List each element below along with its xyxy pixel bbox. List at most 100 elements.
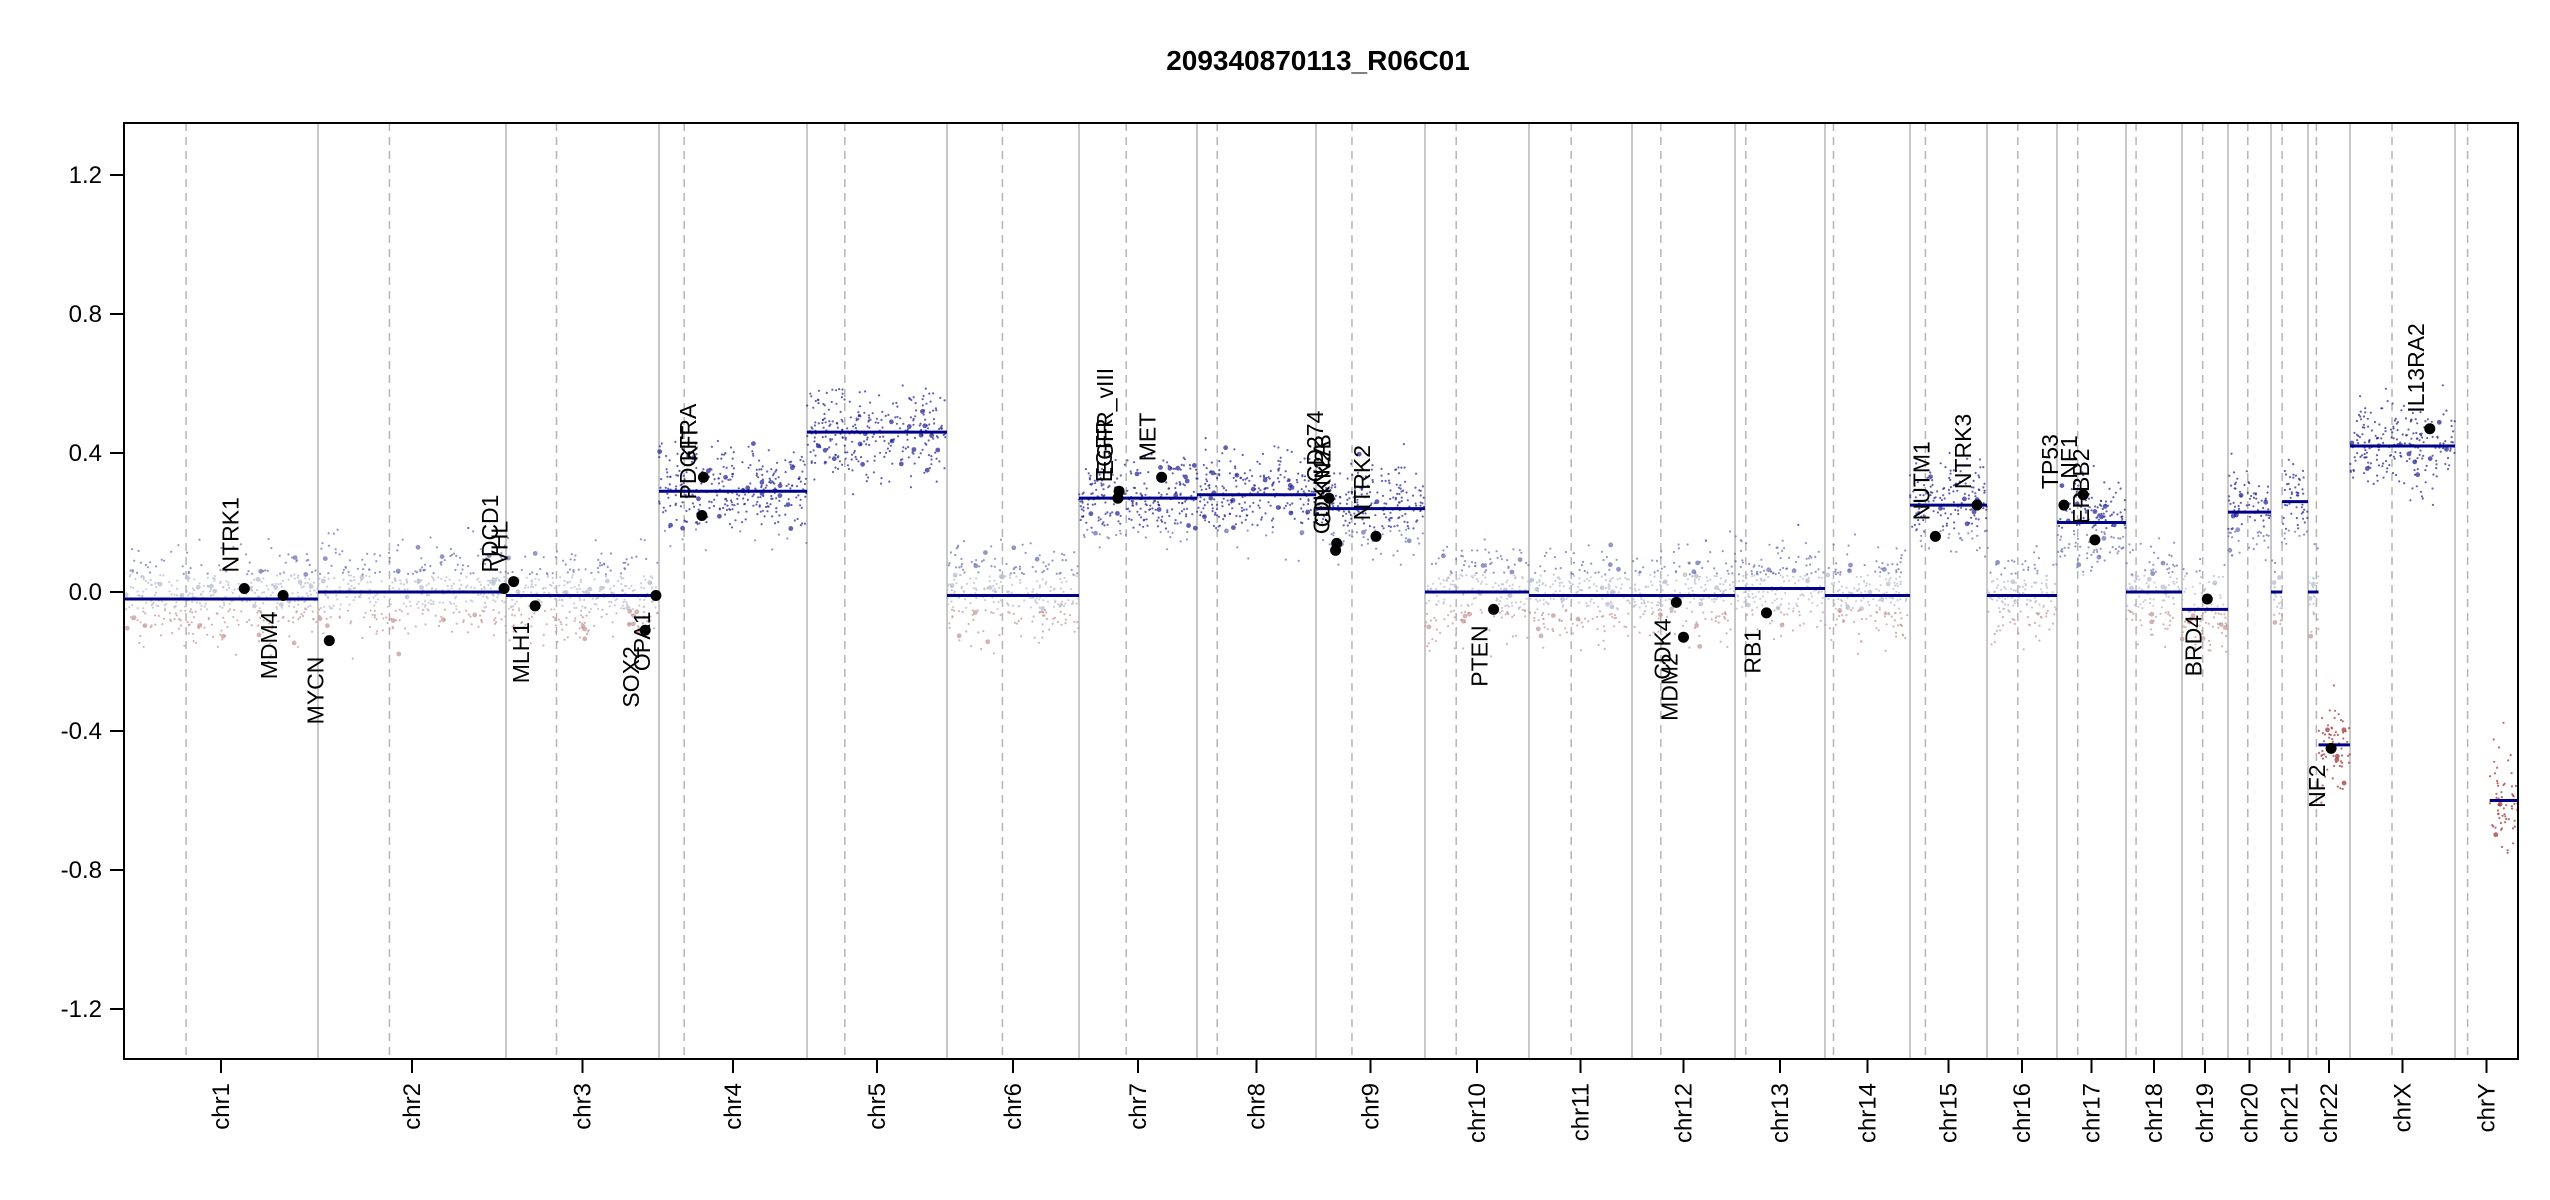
probe-point [1817,568,1820,571]
probe-point [741,461,744,464]
probe-point [1839,573,1842,576]
probe-point [1203,498,1206,501]
probe-point [530,583,534,586]
probe-point [1426,645,1429,648]
probe-point [598,564,602,567]
probe-point [1783,547,1786,550]
probe-point [222,601,225,604]
probe-point [1779,574,1782,577]
probe-point [154,591,158,594]
probe-point [871,412,874,415]
probe-point [264,569,267,572]
probe-point [965,630,968,633]
probe-point [2035,581,2038,584]
probe-point [857,415,860,418]
probe-point [406,612,409,615]
probe-point [1725,632,1728,635]
probe-point [2028,624,2031,627]
probe-point [585,633,589,636]
probe-point [1737,579,1741,583]
probe-point [1719,577,1723,580]
probe-point [1400,500,1403,503]
probe-point [554,597,557,600]
probe-point [1977,518,1980,521]
probe-point [922,409,926,412]
probe-point [1460,618,1463,621]
probe-point [957,596,961,599]
probe-point [484,601,487,605]
probe-point [1426,585,1429,588]
probe-point [2010,579,2016,585]
probe-point [1128,510,1131,513]
probe-point [455,605,458,608]
probe-point [2310,630,2313,633]
probe-point [440,577,443,580]
probe-point [1626,599,1629,602]
probe-point [771,474,775,477]
probe-point [1855,575,1858,578]
probe-point [844,457,847,460]
probe-point [1807,598,1810,601]
probe-point [1634,603,1637,607]
probe-point [2272,620,2278,625]
probe-point [853,449,856,453]
probe-point [1406,521,1409,524]
probe-point [2119,511,2122,514]
probe-point [352,599,355,602]
probe-point [256,611,259,614]
probe-point [1169,536,1172,539]
probe-point [2177,585,2180,589]
probe-point [300,613,303,616]
probe-point [1446,545,1449,549]
probe-point [1866,574,1869,577]
probe-point [1059,571,1062,575]
probe-point [1166,510,1169,514]
probe-point [2096,560,2099,563]
probe-point [1049,585,1052,589]
probe-point [1100,482,1103,485]
probe-point [1079,500,1082,503]
probe-point [1460,569,1464,572]
probe-point [1862,596,1865,600]
probe-point [1878,608,1881,611]
probe-point [1131,504,1134,507]
probe-point [2363,472,2366,475]
probe-point [1878,589,1881,592]
probe-point [2227,547,2233,553]
probe-point [1922,514,1925,517]
probe-point [1425,602,1428,605]
probe-point [635,630,641,635]
probe-point [1400,533,1403,537]
probe-point [1178,512,1181,515]
probe-point [664,486,667,489]
probe-point [1467,604,1470,607]
probe-point [405,595,408,598]
probe-point [620,583,623,586]
probe-point [686,455,689,458]
probe-point [520,568,523,572]
probe-point [191,632,195,635]
probe-point [1887,572,1890,575]
probe-point [774,487,777,490]
probe-point [1931,491,1934,494]
probe-point [1549,585,1552,589]
probe-point [1031,565,1034,569]
probe-point [620,607,623,610]
probe-point [439,561,442,564]
probe-point [2339,718,2343,722]
probe-point [1754,595,1757,598]
probe-point [1218,469,1221,472]
probe-point [745,510,748,513]
probe-point [1787,556,1791,560]
probe-point [1773,609,1776,612]
probe-point [1085,521,1088,524]
probe-point [1958,480,1961,483]
probe-point [1868,583,1871,586]
probe-point [836,422,839,425]
probe-point [1703,589,1706,593]
probe-point [357,595,361,599]
probe-point [694,458,697,461]
probe-point [610,591,613,594]
probe-point [1744,596,1747,599]
probe-point [1974,471,1977,475]
